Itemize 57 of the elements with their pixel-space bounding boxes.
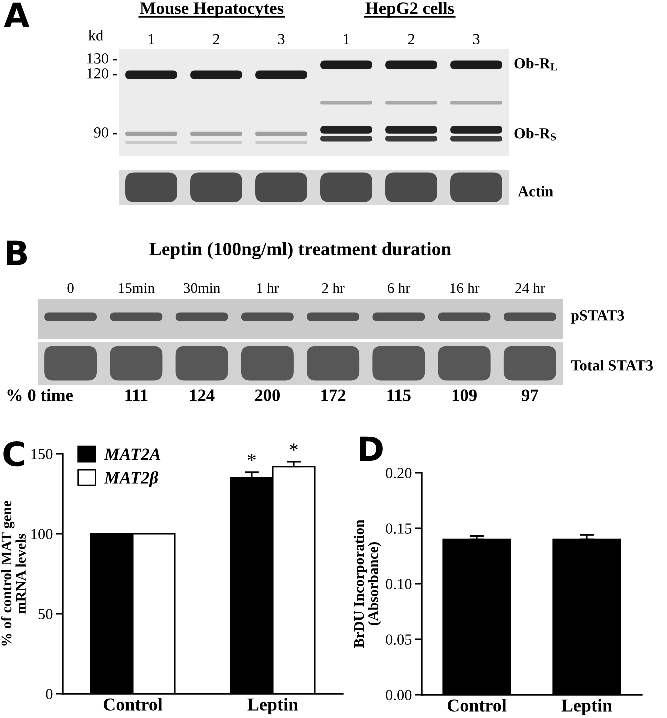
category-label: 2: [213, 34, 220, 44]
data-label: 172: [322, 390, 346, 402]
y-tick-label: 50: [38, 609, 53, 620]
category-label: 2 hr: [322, 282, 345, 294]
category-label: 0: [68, 283, 74, 294]
text: 90 -: [94, 128, 118, 138]
text: A: [4, 2, 30, 28]
data-label: 97: [522, 390, 538, 402]
text: B: [7, 240, 28, 266]
data-label: 115: [388, 390, 411, 402]
legend-label: MAT2β: [104, 472, 159, 488]
y-tick-label: 0.00: [386, 690, 412, 701]
data-label: 111: [126, 390, 148, 402]
category-label: 1: [344, 34, 350, 44]
category-label: 1 hr: [257, 282, 280, 294]
x-tick-label: Leptin: [248, 698, 298, 715]
category-label: 3: [473, 34, 480, 45]
y-axis-title: % of control MAT gene mRNA levels: [1, 501, 26, 646]
text: 130 -: [88, 54, 118, 64]
text: Mouse Hepatocytes: [140, 2, 284, 18]
category-label: 30min: [184, 283, 220, 294]
category-label: 15min: [119, 283, 155, 294]
text: 120 -: [88, 68, 118, 79]
data-label: 109: [452, 390, 477, 402]
y-tick-label: 0.15: [386, 524, 412, 534]
data-label: *: [248, 454, 256, 462]
data-label: 200: [255, 390, 280, 402]
y-tick-label: 0.05: [386, 634, 412, 646]
category-label: 3: [278, 34, 285, 45]
text: HepG2 cells: [366, 2, 454, 18]
legend-label: MAT2A: [104, 448, 161, 460]
text: pSTAT3: [571, 310, 624, 324]
y-tick-label: 0.20: [386, 468, 412, 479]
category-label: 16 hr: [450, 282, 480, 294]
category-label: 6 hr: [388, 282, 410, 294]
y-tick-label: 150: [32, 449, 53, 460]
y-tick-label: 0.10: [386, 579, 412, 590]
category-label: 24 hr: [516, 282, 546, 294]
text: D: [360, 436, 383, 462]
text: Actin: [518, 186, 554, 197]
x-tick-label: Leptin: [562, 699, 612, 716]
text: Leptin (100ng/ml) treatment duration: [150, 242, 452, 260]
y-tick-label: 0: [46, 689, 53, 700]
text: % 0 time: [8, 389, 74, 402]
x-tick-label: Control: [448, 699, 507, 712]
text: C: [4, 441, 24, 467]
x-tick-label: Control: [104, 698, 163, 711]
y-tick-label: 100: [32, 529, 53, 540]
category-label: 2: [408, 34, 414, 44]
data-label: *: [290, 444, 298, 451]
category-label: 1: [149, 34, 154, 44]
y-axis-title: BrDU Incorporation (Absorbance): [354, 520, 382, 648]
data-label: 124: [190, 390, 215, 402]
text: Total STAT3: [571, 360, 653, 371]
text: kd: [88, 30, 104, 41]
text: Ob-R$_{S}$: [514, 128, 556, 141]
text: Ob-R$_{L}$: [514, 58, 558, 71]
